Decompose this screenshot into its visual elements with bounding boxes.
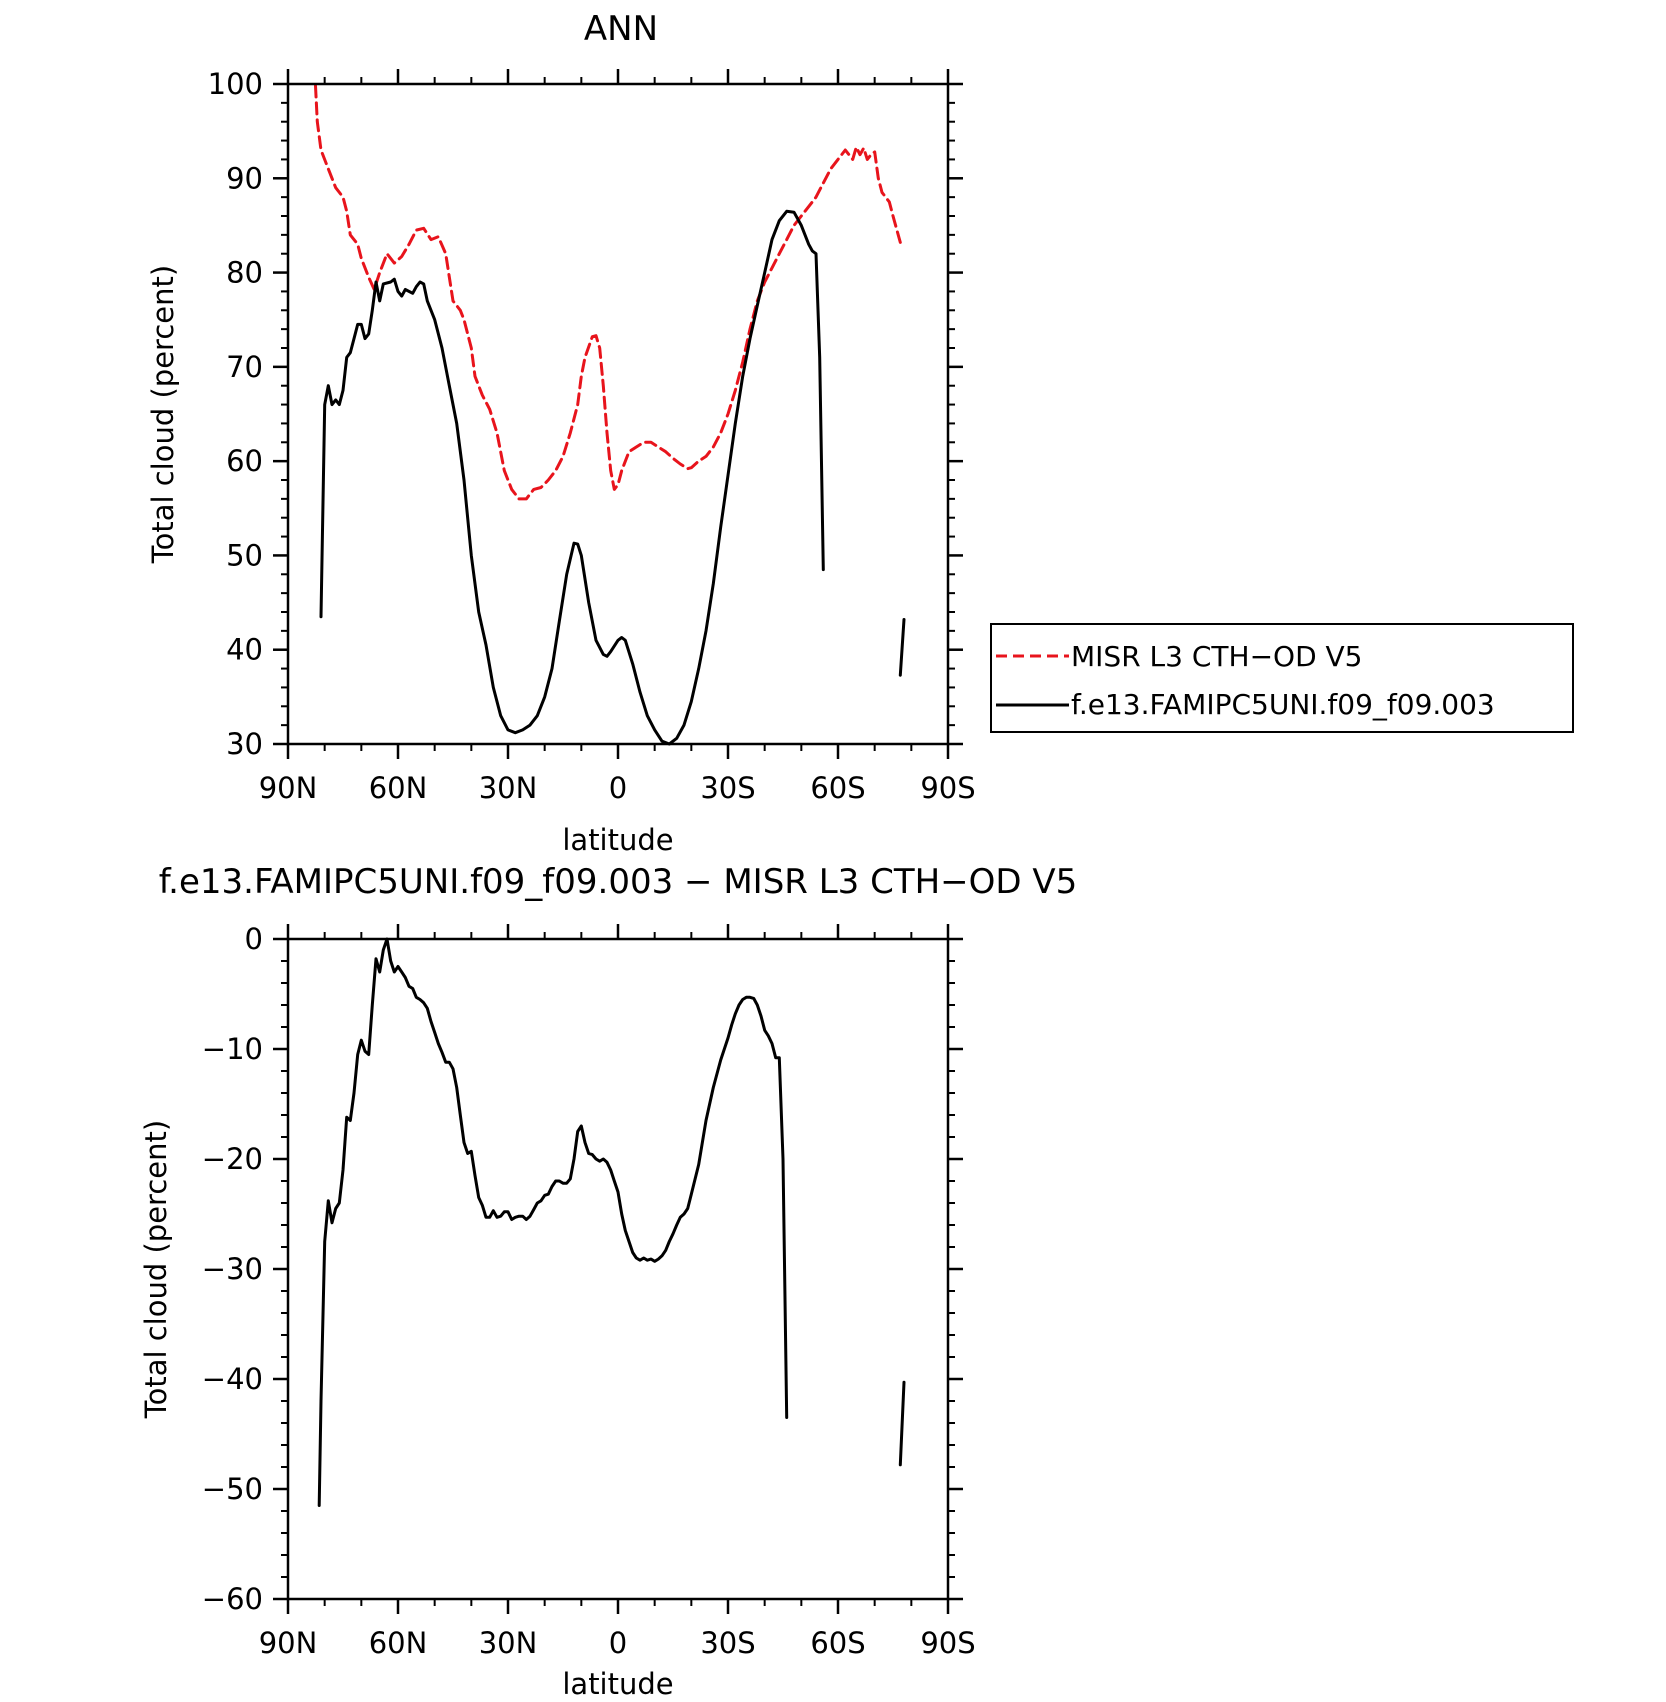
bottom-panel: f.e13.FAMIPC5UNI.f09_f09.003 − MISR L3 C…: [139, 862, 1077, 1701]
top-x-tick-label-0: 90N: [259, 771, 318, 805]
bottom-y-tick-label-3: −30: [202, 1252, 263, 1286]
top-x-tick-label-2: 30N: [479, 771, 538, 805]
top-y-tick-label-5: 50: [226, 538, 263, 572]
bottom-y-tick-label-4: −40: [202, 1362, 263, 1396]
bottom-y-tick-label-5: −50: [202, 1472, 263, 1506]
bottom-x-tick-label-6: 90S: [920, 1626, 975, 1660]
top-series-1-line-segment-1: [898, 618, 906, 677]
legend: MISR L3 CTH−OD V5 f.e13.FAMIPC5UNI.f09_f…: [990, 623, 1574, 733]
bottom-x-tick-label-4: 30S: [700, 1626, 755, 1660]
top-y-tick-label-2: 80: [226, 256, 263, 290]
legend-label-misr: MISR L3 CTH−OD V5: [1071, 640, 1363, 673]
bottom-x-axis-label: latitude: [562, 1667, 673, 1701]
legend-box: [990, 623, 1574, 733]
bottom-x-tick-label-3: 0: [609, 1626, 627, 1660]
top-y-tick-label-0: 100: [208, 67, 263, 101]
top-plot-area: [314, 84, 906, 746]
top-plot-frame: [286, 82, 950, 746]
top-x-tick-label-4: 30S: [700, 771, 755, 805]
top-y-tick-label-3: 70: [226, 350, 263, 384]
top-series-1-line-segment-0: [319, 209, 825, 746]
bottom-x-tick-label-0: 90N: [259, 1626, 318, 1660]
bottom-series-0-line-segment-1: [898, 1380, 906, 1467]
top-y-axis-label: Total cloud (percent): [146, 265, 180, 564]
top-y-tick-label-4: 60: [226, 444, 263, 478]
top-x-tick-label-5: 60S: [810, 771, 865, 805]
bottom-plot-frame: [286, 937, 950, 1601]
bottom-x-tick-label-2: 30N: [479, 1626, 538, 1660]
bottom-y-tick-label-6: −60: [202, 1582, 263, 1616]
bottom-panel-title: f.e13.FAMIPC5UNI.f09_f09.003 − MISR L3 C…: [159, 862, 1078, 902]
bottom-y-axis-label: Total cloud (percent): [139, 1120, 173, 1419]
legend-label-model: f.e13.FAMIPC5UNI.f09_f09.003: [1071, 688, 1495, 721]
top-series-0-line-segment-0: [314, 84, 902, 501]
bottom-y-tick-label-0: 0: [245, 922, 263, 956]
bottom-series-0-line-segment-0: [317, 937, 789, 1507]
top-x-tick-label-1: 60N: [369, 771, 428, 805]
bottom-axis-ticks: 90N 60N 30N 0 30S 60S 90S 0 −10 −20 −30 −40 −50 −60: [202, 922, 976, 1660]
top-x-tick-label-3: 0: [609, 771, 627, 805]
top-panel-title: ANN: [584, 9, 658, 49]
top-x-axis-label: latitude: [562, 823, 673, 857]
bottom-plot-area: [317, 937, 906, 1507]
top-y-tick-label-7: 30: [226, 727, 263, 761]
top-panel: ANN 90N 60N 30N 0 30S 60S 90S 100 90 80 70 60 50 40 30…: [146, 9, 976, 857]
bottom-x-tick-label-1: 60N: [369, 1626, 428, 1660]
top-y-tick-label-6: 40: [226, 633, 263, 667]
top-y-tick-label-1: 90: [226, 161, 263, 195]
top-axis-ticks: 90N 60N 30N 0 30S 60S 90S 100 90 80 70 60 50 40 30: [208, 67, 976, 805]
bottom-y-tick-label-1: −10: [202, 1032, 263, 1066]
bottom-y-tick-label-2: −20: [202, 1142, 263, 1176]
bottom-x-tick-label-5: 60S: [810, 1626, 865, 1660]
top-x-tick-label-6: 90S: [920, 771, 975, 805]
